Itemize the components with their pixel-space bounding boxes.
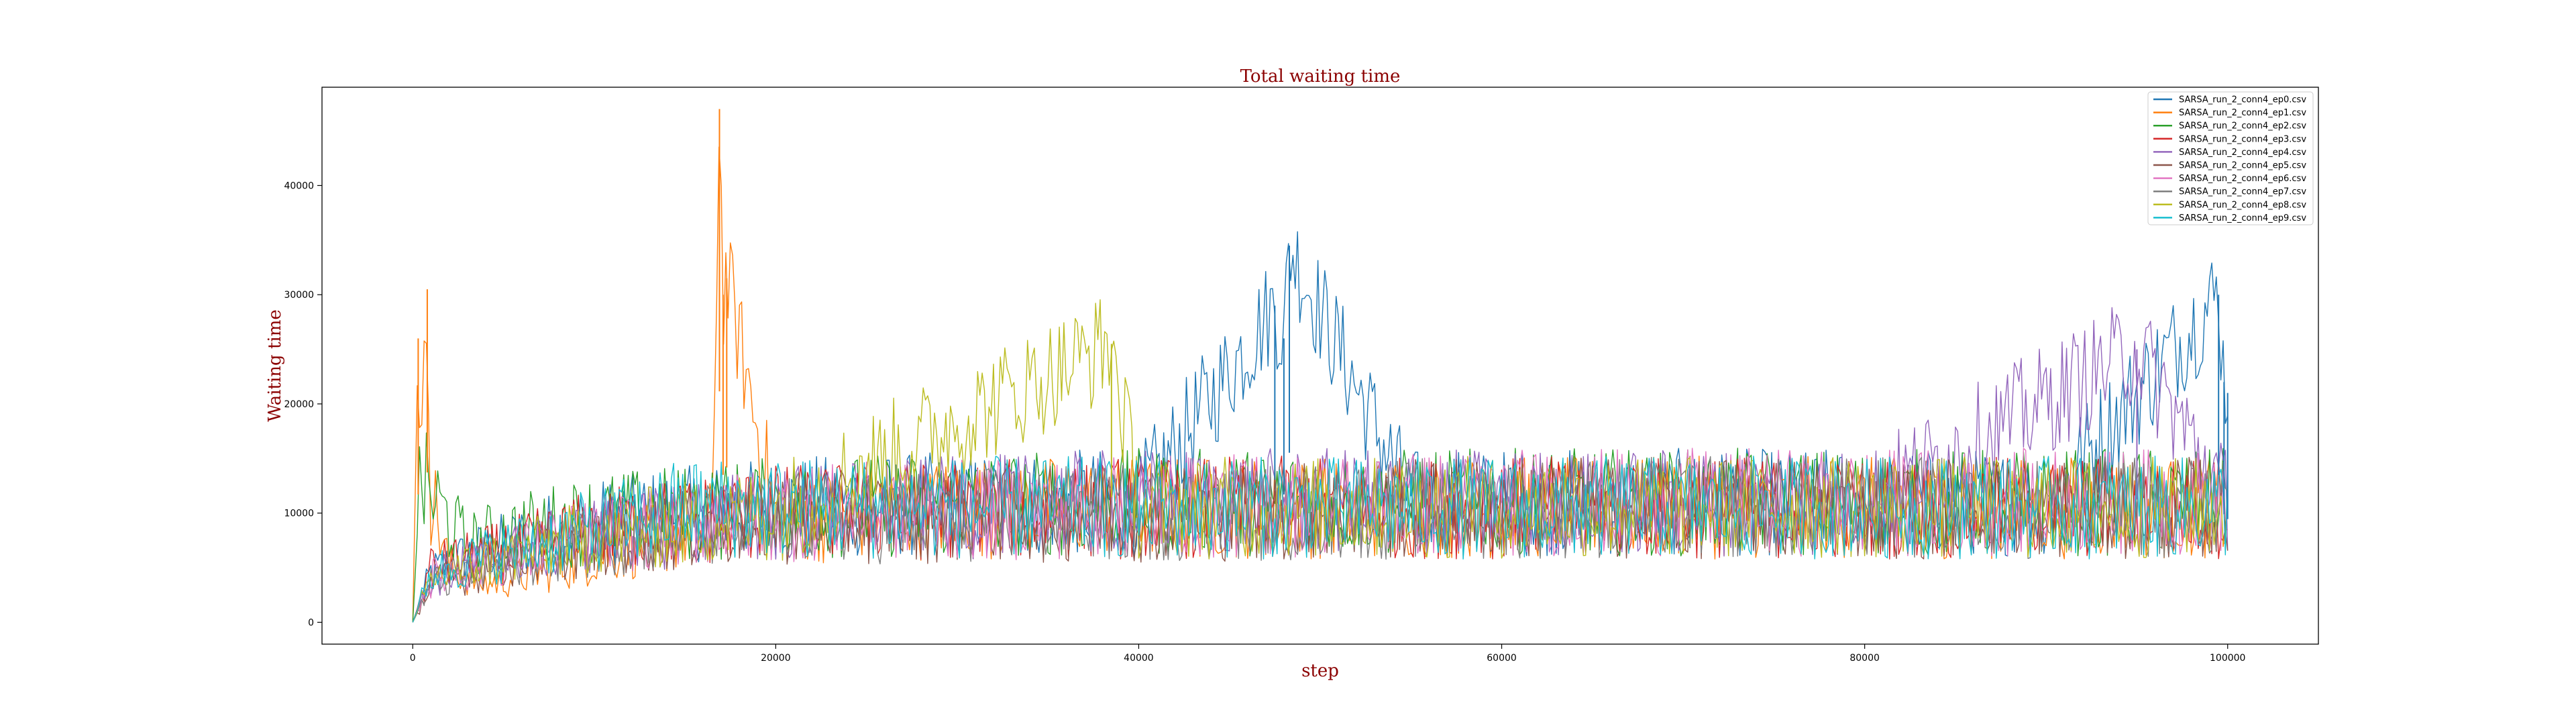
y-tick-label-2: 20000 xyxy=(284,399,314,410)
legend-label-ep3: SARSA_run_2_conn4_ep3.csv xyxy=(2179,134,2306,144)
legend-label-ep1: SARSA_run_2_conn4_ep1.csv xyxy=(2179,108,2306,118)
x-tick-label-1: 20000 xyxy=(761,653,791,664)
legend-frame xyxy=(2147,91,2314,225)
x-tick-label-5: 100000 xyxy=(2210,653,2245,664)
x-ticks: 0 20000 40000 60000 80000 100000 xyxy=(410,644,2245,664)
y-ticks: 0 10000 20000 30000 40000 xyxy=(284,180,322,628)
legend-label-ep4: SARSA_run_2_conn4_ep4.csv xyxy=(2179,148,2306,158)
x-tick-label-0: 0 xyxy=(410,653,416,664)
legend-label-ep5: SARSA_run_2_conn4_ep5.csv xyxy=(2179,161,2306,171)
x-tick-label-3: 60000 xyxy=(1487,653,1517,664)
series-line-ep9 xyxy=(412,456,2229,623)
legend-label-ep7: SARSA_run_2_conn4_ep7.csv xyxy=(2179,187,2306,197)
series-line-ep8 xyxy=(412,299,2229,623)
legend: SARSA_run_2_conn4_ep0.csv SARSA_run_2_con… xyxy=(2147,91,2314,225)
series-line-ep6 xyxy=(412,448,2229,623)
x-axis-label: step xyxy=(1301,661,1339,681)
y-axis-label: Waiting time xyxy=(265,309,285,422)
legend-label-ep0: SARSA_run_2_conn4_ep0.csv xyxy=(2179,95,2306,105)
legend-label-ep9: SARSA_run_2_conn4_ep9.csv xyxy=(2179,213,2306,223)
legend-label-ep8: SARSA_run_2_conn4_ep8.csv xyxy=(2179,200,2306,210)
x-tick-label-4: 80000 xyxy=(1849,653,1880,664)
y-tick-label-1: 10000 xyxy=(284,509,314,519)
legend-label-ep6: SARSA_run_2_conn4_ep6.csv xyxy=(2179,174,2306,184)
y-tick-label-3: 30000 xyxy=(284,290,314,301)
chart-title: Total waiting time xyxy=(1240,66,1401,87)
series-group xyxy=(412,109,2229,623)
y-tick-label-0: 0 xyxy=(308,617,314,628)
y-tick-label-4: 40000 xyxy=(284,180,314,191)
legend-label-ep2: SARSA_run_2_conn4_ep2.csv xyxy=(2179,121,2306,132)
x-tick-label-2: 40000 xyxy=(1124,653,1154,664)
